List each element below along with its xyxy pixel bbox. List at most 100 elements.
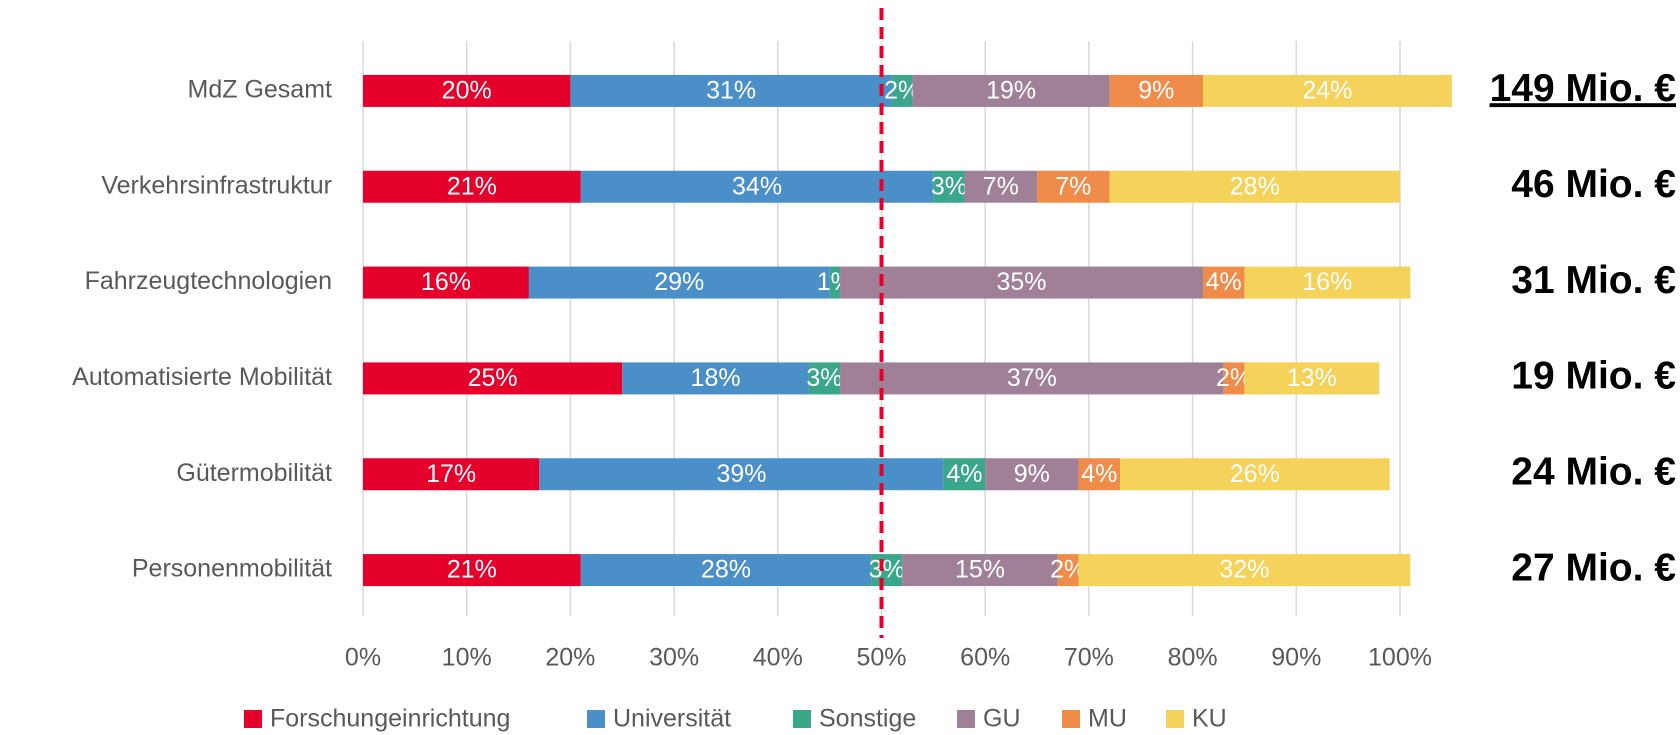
data-label: 7%	[983, 172, 1019, 200]
legend-swatch	[244, 710, 262, 728]
bar-segment	[1202, 74, 1452, 107]
category-label: Personenmobilität	[132, 555, 332, 583]
data-label: 17%	[426, 460, 476, 488]
data-label: 31%	[706, 77, 756, 105]
data-label: 34%	[732, 172, 782, 200]
legend-label: GU	[983, 705, 1021, 733]
x-tick-label: 30%	[649, 644, 699, 672]
bar-segment	[580, 170, 934, 203]
bar-segment	[943, 458, 986, 491]
bar-segment	[580, 554, 872, 587]
bar-segment	[363, 170, 581, 203]
data-label: 25%	[468, 364, 518, 392]
bar-segment	[1244, 362, 1380, 395]
legend-label: Sonstige	[819, 705, 916, 733]
legend-label: MU	[1088, 705, 1127, 733]
x-tick-label: 90%	[1271, 644, 1321, 672]
category-label: Automatisierte Mobilität	[72, 363, 332, 391]
bar-segment	[933, 170, 965, 203]
legend-swatch	[1062, 710, 1080, 728]
data-label: 4%	[946, 460, 982, 488]
x-tick-label: 60%	[960, 644, 1010, 672]
bar-segment	[570, 74, 892, 107]
bar-segment	[902, 554, 1058, 587]
bar-segment	[1109, 74, 1203, 107]
data-label: 21%	[447, 172, 497, 200]
data-label: 4%	[1081, 460, 1117, 488]
total-label: 46 Mio. €	[1511, 163, 1676, 206]
bar-segment	[1120, 458, 1390, 491]
bar-segment	[1078, 458, 1121, 491]
bar-segment	[539, 458, 944, 491]
x-tick-label: 70%	[1064, 644, 1114, 672]
data-label: 26%	[1230, 460, 1280, 488]
bar-segment	[1037, 170, 1110, 203]
data-label: 19%	[986, 77, 1036, 105]
data-label: 16%	[421, 268, 471, 296]
category-label: Gütermobilität	[176, 459, 332, 487]
data-label: 24%	[1302, 77, 1352, 105]
legend-swatch	[587, 710, 605, 728]
bar-segment	[808, 362, 841, 395]
total-label: 24 Mio. €	[1511, 451, 1676, 494]
bar-segment	[1078, 554, 1411, 587]
data-label: 20%	[442, 77, 492, 105]
data-label: 3%	[806, 364, 842, 392]
x-tick-label: 0%	[345, 644, 381, 672]
data-label: 9%	[1014, 460, 1050, 488]
total-label: 27 Mio. €	[1511, 546, 1676, 589]
bar-segment	[871, 554, 903, 587]
legend-label: Universität	[613, 705, 731, 733]
bar-segment	[363, 362, 623, 395]
bar-segment	[1057, 554, 1079, 587]
legend-swatch	[957, 710, 975, 728]
x-tick-label: 10%	[442, 644, 492, 672]
bar-segment	[964, 170, 1038, 203]
legend-swatch	[793, 710, 811, 728]
data-label: 28%	[701, 556, 751, 584]
legend-label: KU	[1192, 705, 1227, 733]
bar-segment	[1109, 170, 1400, 203]
data-label: 18%	[691, 364, 741, 392]
bar-segment	[985, 458, 1079, 491]
bar-segment	[829, 266, 841, 299]
data-label: 16%	[1302, 268, 1352, 296]
data-label: 39%	[716, 460, 766, 488]
category-label: MdZ Gesamt	[188, 76, 333, 104]
bar-segment	[891, 74, 913, 107]
legend-label: Forschungeinrichtung	[270, 705, 510, 733]
bar-segment	[1202, 266, 1245, 299]
category-label: Fahrzeugtechnologien	[85, 267, 332, 295]
data-label: 35%	[996, 268, 1046, 296]
bar-segment	[1244, 266, 1411, 299]
bar-segment	[363, 266, 529, 299]
x-tick-label: 20%	[545, 644, 595, 672]
data-label: 15%	[955, 556, 1005, 584]
data-label: 3%	[931, 172, 967, 200]
data-label: 13%	[1287, 364, 1337, 392]
bar-segment	[1223, 362, 1245, 395]
bar-segment	[363, 74, 571, 107]
x-tick-label: 50%	[856, 644, 906, 672]
legend-swatch	[1166, 710, 1184, 728]
category-label: Verkehrsinfrastruktur	[101, 171, 332, 199]
data-label: 3%	[869, 556, 905, 584]
total-label: 149 Mio. €	[1490, 67, 1676, 110]
x-tick-label: 40%	[753, 644, 803, 672]
bar-segment	[528, 266, 830, 299]
data-label: 28%	[1230, 172, 1280, 200]
data-label: 9%	[1138, 77, 1174, 105]
data-label: 21%	[447, 556, 497, 584]
data-label: 4%	[1206, 268, 1242, 296]
data-label: 29%	[654, 268, 704, 296]
data-label: 7%	[1055, 172, 1091, 200]
bar-segment	[840, 362, 1224, 395]
data-label: 37%	[1007, 364, 1057, 392]
x-tick-label: 100%	[1368, 644, 1432, 672]
bar-segment	[840, 266, 1203, 299]
bar-segment	[622, 362, 809, 395]
bar-segment	[912, 74, 1110, 107]
total-label: 31 Mio. €	[1511, 259, 1676, 302]
data-label: 32%	[1219, 556, 1269, 584]
